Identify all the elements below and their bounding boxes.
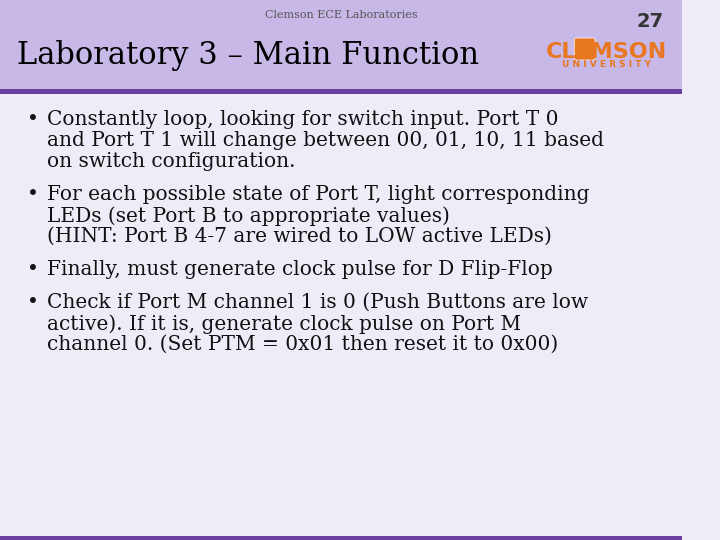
Text: •: •: [27, 293, 38, 312]
Text: Finally, must generate clock pulse for D Flip-Flop: Finally, must generate clock pulse for D…: [48, 260, 553, 279]
Text: (HINT: Port B 4-7 are wired to LOW active LEDs): (HINT: Port B 4-7 are wired to LOW activ…: [48, 227, 552, 246]
Bar: [0, 536, 683, 540]
Text: Check if Port M channel 1 is 0 (Push Buttons are low: Check if Port M channel 1 is 0 (Push But…: [48, 293, 588, 312]
Text: channel 0. (Set PTM = 0x01 then reset it to 0x00): channel 0. (Set PTM = 0x01 then reset it…: [48, 335, 559, 354]
Bar: [0, 90, 683, 540]
Text: 27: 27: [636, 12, 663, 31]
Text: •: •: [27, 110, 38, 129]
Text: Laboratory 3 – Main Function: Laboratory 3 – Main Function: [17, 40, 480, 71]
Text: Clemson ECE Laboratories: Clemson ECE Laboratories: [265, 10, 418, 20]
Text: LEDs (set Port B to appropriate values): LEDs (set Port B to appropriate values): [48, 206, 450, 226]
Bar: [0, 89, 683, 94]
Text: and Port T 1 will change between 00, 01, 10, 11 based: and Port T 1 will change between 00, 01,…: [48, 131, 604, 150]
FancyBboxPatch shape: [0, 0, 683, 90]
Bar: [0, 0, 683, 90]
Text: Constantly loop, looking for switch input. Port T 0: Constantly loop, looking for switch inpu…: [48, 110, 559, 129]
Text: For each possible state of Port T, light corresponding: For each possible state of Port T, light…: [48, 185, 590, 204]
Text: active). If it is, generate clock pulse on Port M: active). If it is, generate clock pulse …: [48, 314, 521, 334]
Text: •: •: [27, 260, 38, 279]
Text: on switch configuration.: on switch configuration.: [48, 152, 296, 171]
Text: U N I V E R S I T Y: U N I V E R S I T Y: [562, 60, 651, 69]
FancyBboxPatch shape: [575, 38, 595, 60]
Text: CLEMSON: CLEMSON: [546, 42, 667, 62]
Text: •: •: [27, 185, 38, 204]
